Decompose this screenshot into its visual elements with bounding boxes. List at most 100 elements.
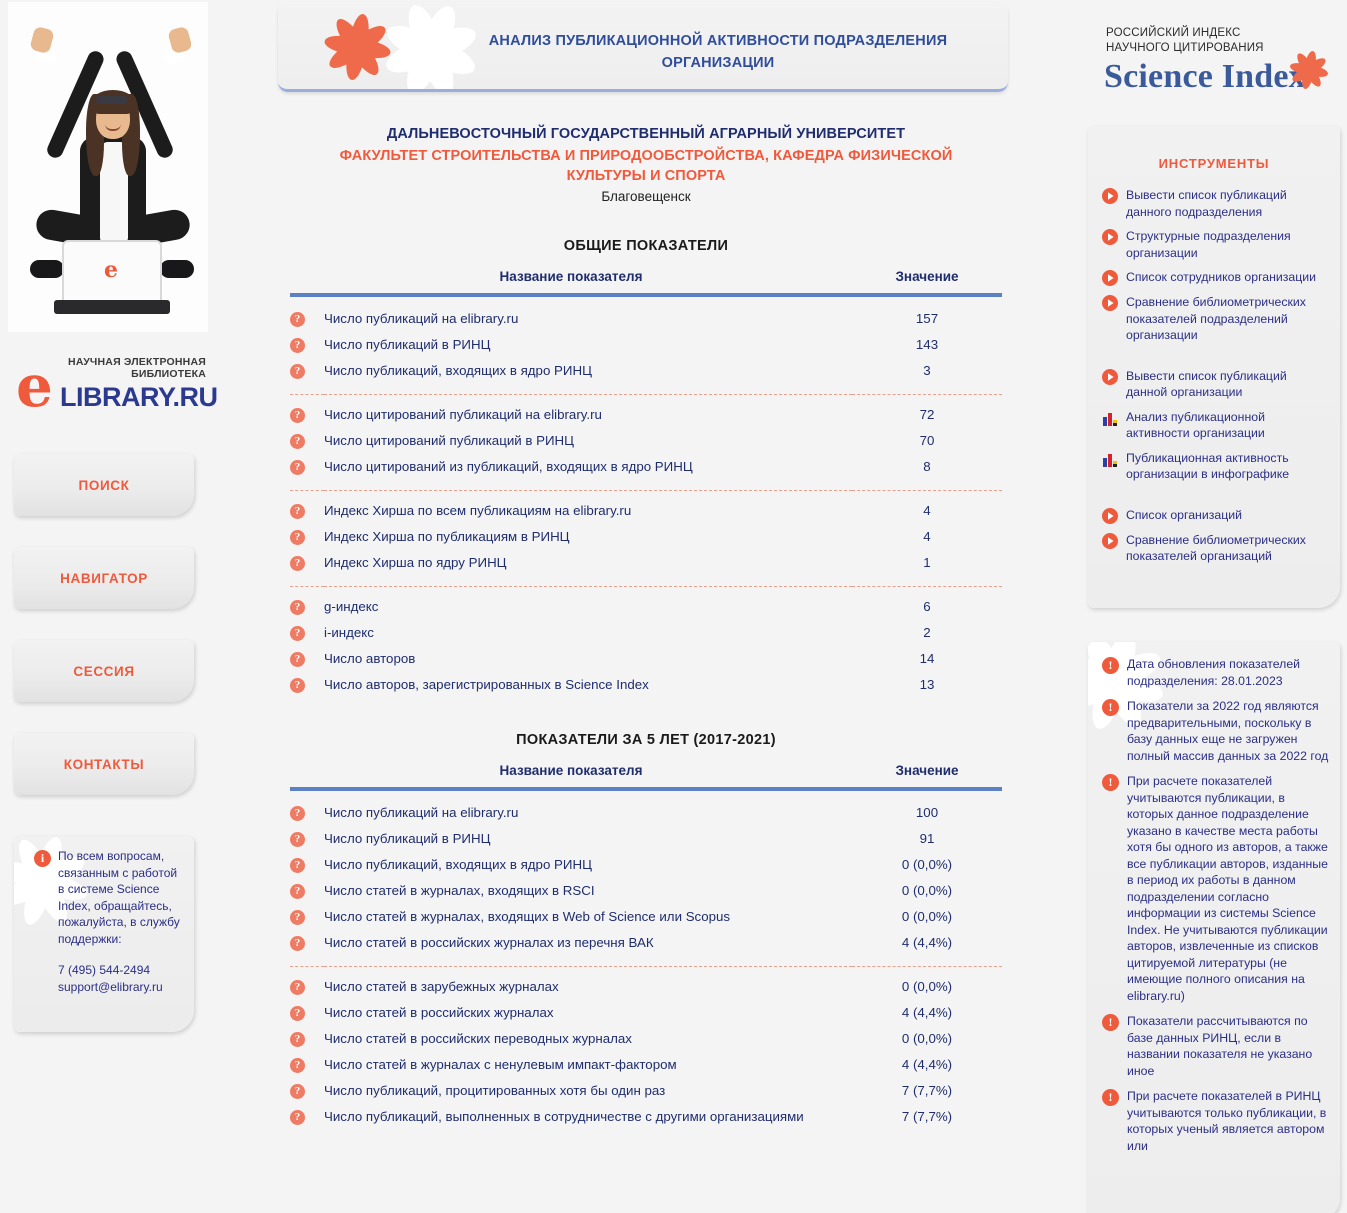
help-question-icon[interactable]: ? — [290, 459, 305, 475]
sidebar-button-contacts[interactable]: КОНТАКТЫ — [14, 733, 194, 795]
support-contacts: 7 (495) 544-2494 support@elibrary.ru — [58, 962, 190, 996]
page-banner: АНАЛИЗ ПУБЛИКАЦИОННОЙ АКТИВНОСТИ ПОДРАЗД… — [278, 2, 1008, 92]
help-question-icon[interactable]: ? — [290, 909, 305, 925]
elibrary-logo-wordmark: LIBRARY.RU — [60, 382, 218, 412]
row-help-cell: ? — [290, 428, 324, 454]
help-question-icon[interactable]: ? — [290, 677, 305, 693]
help-question-icon[interactable]: ? — [290, 883, 305, 899]
city-name: Благовещенск — [601, 189, 691, 204]
column-header-value: Значение — [895, 269, 959, 284]
right-sidebar: ИНСТРУМЕНТЫ Вывести список публикаций да… — [1088, 126, 1340, 1213]
table-row: ? Число публикаций, входящих в ядро РИНЦ 0… — [290, 852, 1002, 878]
play-icon — [1102, 188, 1118, 204]
metric-value: 143 — [915, 337, 939, 352]
note-text: При расчете показателей учитываются публ… — [1127, 774, 1328, 1003]
row-help-cell: ? — [290, 852, 324, 878]
science-index-flower-icon — [1288, 48, 1330, 92]
help-question-icon[interactable]: ? — [290, 555, 305, 571]
metric-name: Число публикаций, выполненных в сотрудни… — [324, 1109, 804, 1124]
elibrary-logo[interactable]: e НАУЧНАЯ ЭЛЕКТРОННАЯ БИБЛИОТЕКА LIBRARY… — [14, 352, 218, 420]
sidebar-button-session[interactable]: СЕССИЯ — [14, 640, 194, 702]
note-item: ! Показатели за 2022 год являются предвар… — [1088, 698, 1340, 764]
help-question-icon[interactable]: ? — [290, 503, 305, 519]
help-question-icon[interactable]: ? — [290, 831, 305, 847]
help-question-icon[interactable]: ? — [290, 599, 305, 615]
tools-list-item[interactable]: Вывести список публикаций данного подраз… — [1102, 187, 1330, 220]
table-row: ? Число статей в российских журналах из п… — [290, 930, 1002, 956]
metric-value: 7 (7,7%) — [901, 1083, 953, 1098]
help-question-icon[interactable]: ? — [290, 363, 305, 379]
tools-list-item[interactable]: Публикационная активность организации в … — [1102, 450, 1330, 483]
metric-name: g-индекс — [324, 599, 379, 614]
help-question-icon[interactable]: ? — [290, 1005, 305, 1021]
help-question-icon[interactable]: ? — [290, 1083, 305, 1099]
support-panel: i По всем вопросам, связанным с работой … — [14, 836, 194, 1032]
metric-name: Число статей в российских журналах — [324, 1005, 554, 1020]
table-spacer — [290, 394, 1002, 402]
help-question-icon[interactable]: ? — [290, 1031, 305, 1047]
help-question-icon[interactable]: ? — [290, 857, 305, 873]
table-spacer — [290, 297, 1002, 306]
row-help-cell: ? — [290, 974, 324, 1000]
sidebar-button-navigator[interactable]: НАВИГАТОР — [14, 547, 194, 609]
help-question-icon[interactable]: ? — [290, 979, 305, 995]
row-help-cell: ? — [290, 1078, 324, 1104]
row-help-cell: ? — [290, 332, 324, 358]
science-index-logo: РОССИЙСКИЙ ИНДЕКС НАУЧНОГО ЦИТИРОВАНИЯ S… — [1104, 26, 1338, 106]
play-icon — [1102, 507, 1118, 524]
tools-list-item[interactable]: Анализ публикационной активности организ… — [1102, 409, 1330, 442]
bar-chart-icon — [1102, 411, 1118, 427]
play-icon — [1102, 229, 1118, 245]
row-help-cell: ? — [290, 620, 324, 646]
elibrary-e-icon: e — [16, 352, 53, 420]
help-question-icon[interactable]: ? — [290, 1109, 305, 1125]
tools-list-item[interactable]: Вывести список публикаций данной организ… — [1102, 368, 1330, 401]
help-question-icon[interactable]: ? — [290, 1057, 305, 1073]
sidebar-button-session-label: СЕССИЯ — [73, 663, 135, 679]
help-question-icon[interactable]: ? — [290, 433, 305, 449]
tools-list-item[interactable]: Список сотрудников организации — [1102, 269, 1330, 286]
metric-value: 0 (0,0%) — [901, 883, 953, 898]
metric-value: 72 — [919, 407, 935, 422]
metric-value: 0 (0,0%) — [901, 909, 953, 924]
table-row: ? Число цитирований публикаций на elibrar… — [290, 402, 1002, 428]
metric-value: 4 (4,4%) — [901, 1005, 953, 1020]
tools-list-item-label: Сравнение библиометрических показателей … — [1126, 295, 1306, 342]
help-question-icon[interactable]: ? — [290, 529, 305, 545]
sidebar-button-search[interactable]: ПОИСК — [14, 454, 194, 516]
metric-value: 3 — [923, 363, 931, 378]
metric-name: Число публикаций на elibrary.ru — [324, 805, 519, 820]
table-row: ? Индекс Хирша по ядру РИНЦ 1 — [290, 550, 1002, 576]
notes-panel: ! Дата обновления показателей подразделен… — [1088, 642, 1340, 1213]
elibrary-logo-line2: БИБЛИОТЕКА — [131, 368, 206, 380]
tools-list-item[interactable]: Сравнение библиометрических показателей … — [1102, 532, 1330, 565]
exclamation-icon: ! — [1102, 657, 1119, 674]
help-question-icon[interactable]: ? — [290, 337, 305, 353]
table-row: ? Число статей в зарубежных журналах 0 (0,… — [290, 974, 1002, 1000]
tools-list-item[interactable]: Структурные подразделения организации — [1102, 228, 1330, 261]
metric-value: 13 — [919, 677, 935, 692]
row-help-cell: ? — [290, 878, 324, 904]
row-help-cell: ? — [290, 594, 324, 620]
help-question-icon[interactable]: ? — [290, 935, 305, 951]
support-email[interactable]: support@elibrary.ru — [58, 980, 163, 994]
tools-list-item-label: Анализ публикационной активности организ… — [1126, 409, 1265, 441]
flower-petal — [18, 871, 56, 928]
help-question-icon[interactable]: ? — [290, 805, 305, 821]
play-icon — [1102, 368, 1118, 385]
table-row: ? Индекс Хирша по всем публикациям на eli… — [290, 498, 1002, 524]
tools-list-item[interactable]: Сравнение библиометрических показателей … — [1102, 294, 1330, 344]
metric-value: 1 — [923, 555, 931, 570]
help-question-icon[interactable]: ? — [290, 651, 305, 667]
banner-flower-orange-icon — [320, 10, 394, 84]
sidebar-button-contacts-label: КОНТАКТЫ — [63, 756, 145, 772]
help-question-icon[interactable]: ? — [290, 311, 305, 327]
table-rule — [290, 293, 1002, 297]
metric-value: 4 — [923, 503, 931, 518]
laptop-e-logo: e — [104, 257, 118, 283]
help-question-icon[interactable]: ? — [290, 407, 305, 423]
help-question-icon[interactable]: ? — [290, 625, 305, 641]
science-index-subtitle: РОССИЙСКИЙ ИНДЕКС НАУЧНОГО ЦИТИРОВАНИЯ — [1106, 26, 1264, 56]
metric-name: Число статей в журналах, входящих в RSCI — [324, 883, 595, 898]
tools-list-item[interactable]: Список организаций — [1102, 507, 1330, 524]
